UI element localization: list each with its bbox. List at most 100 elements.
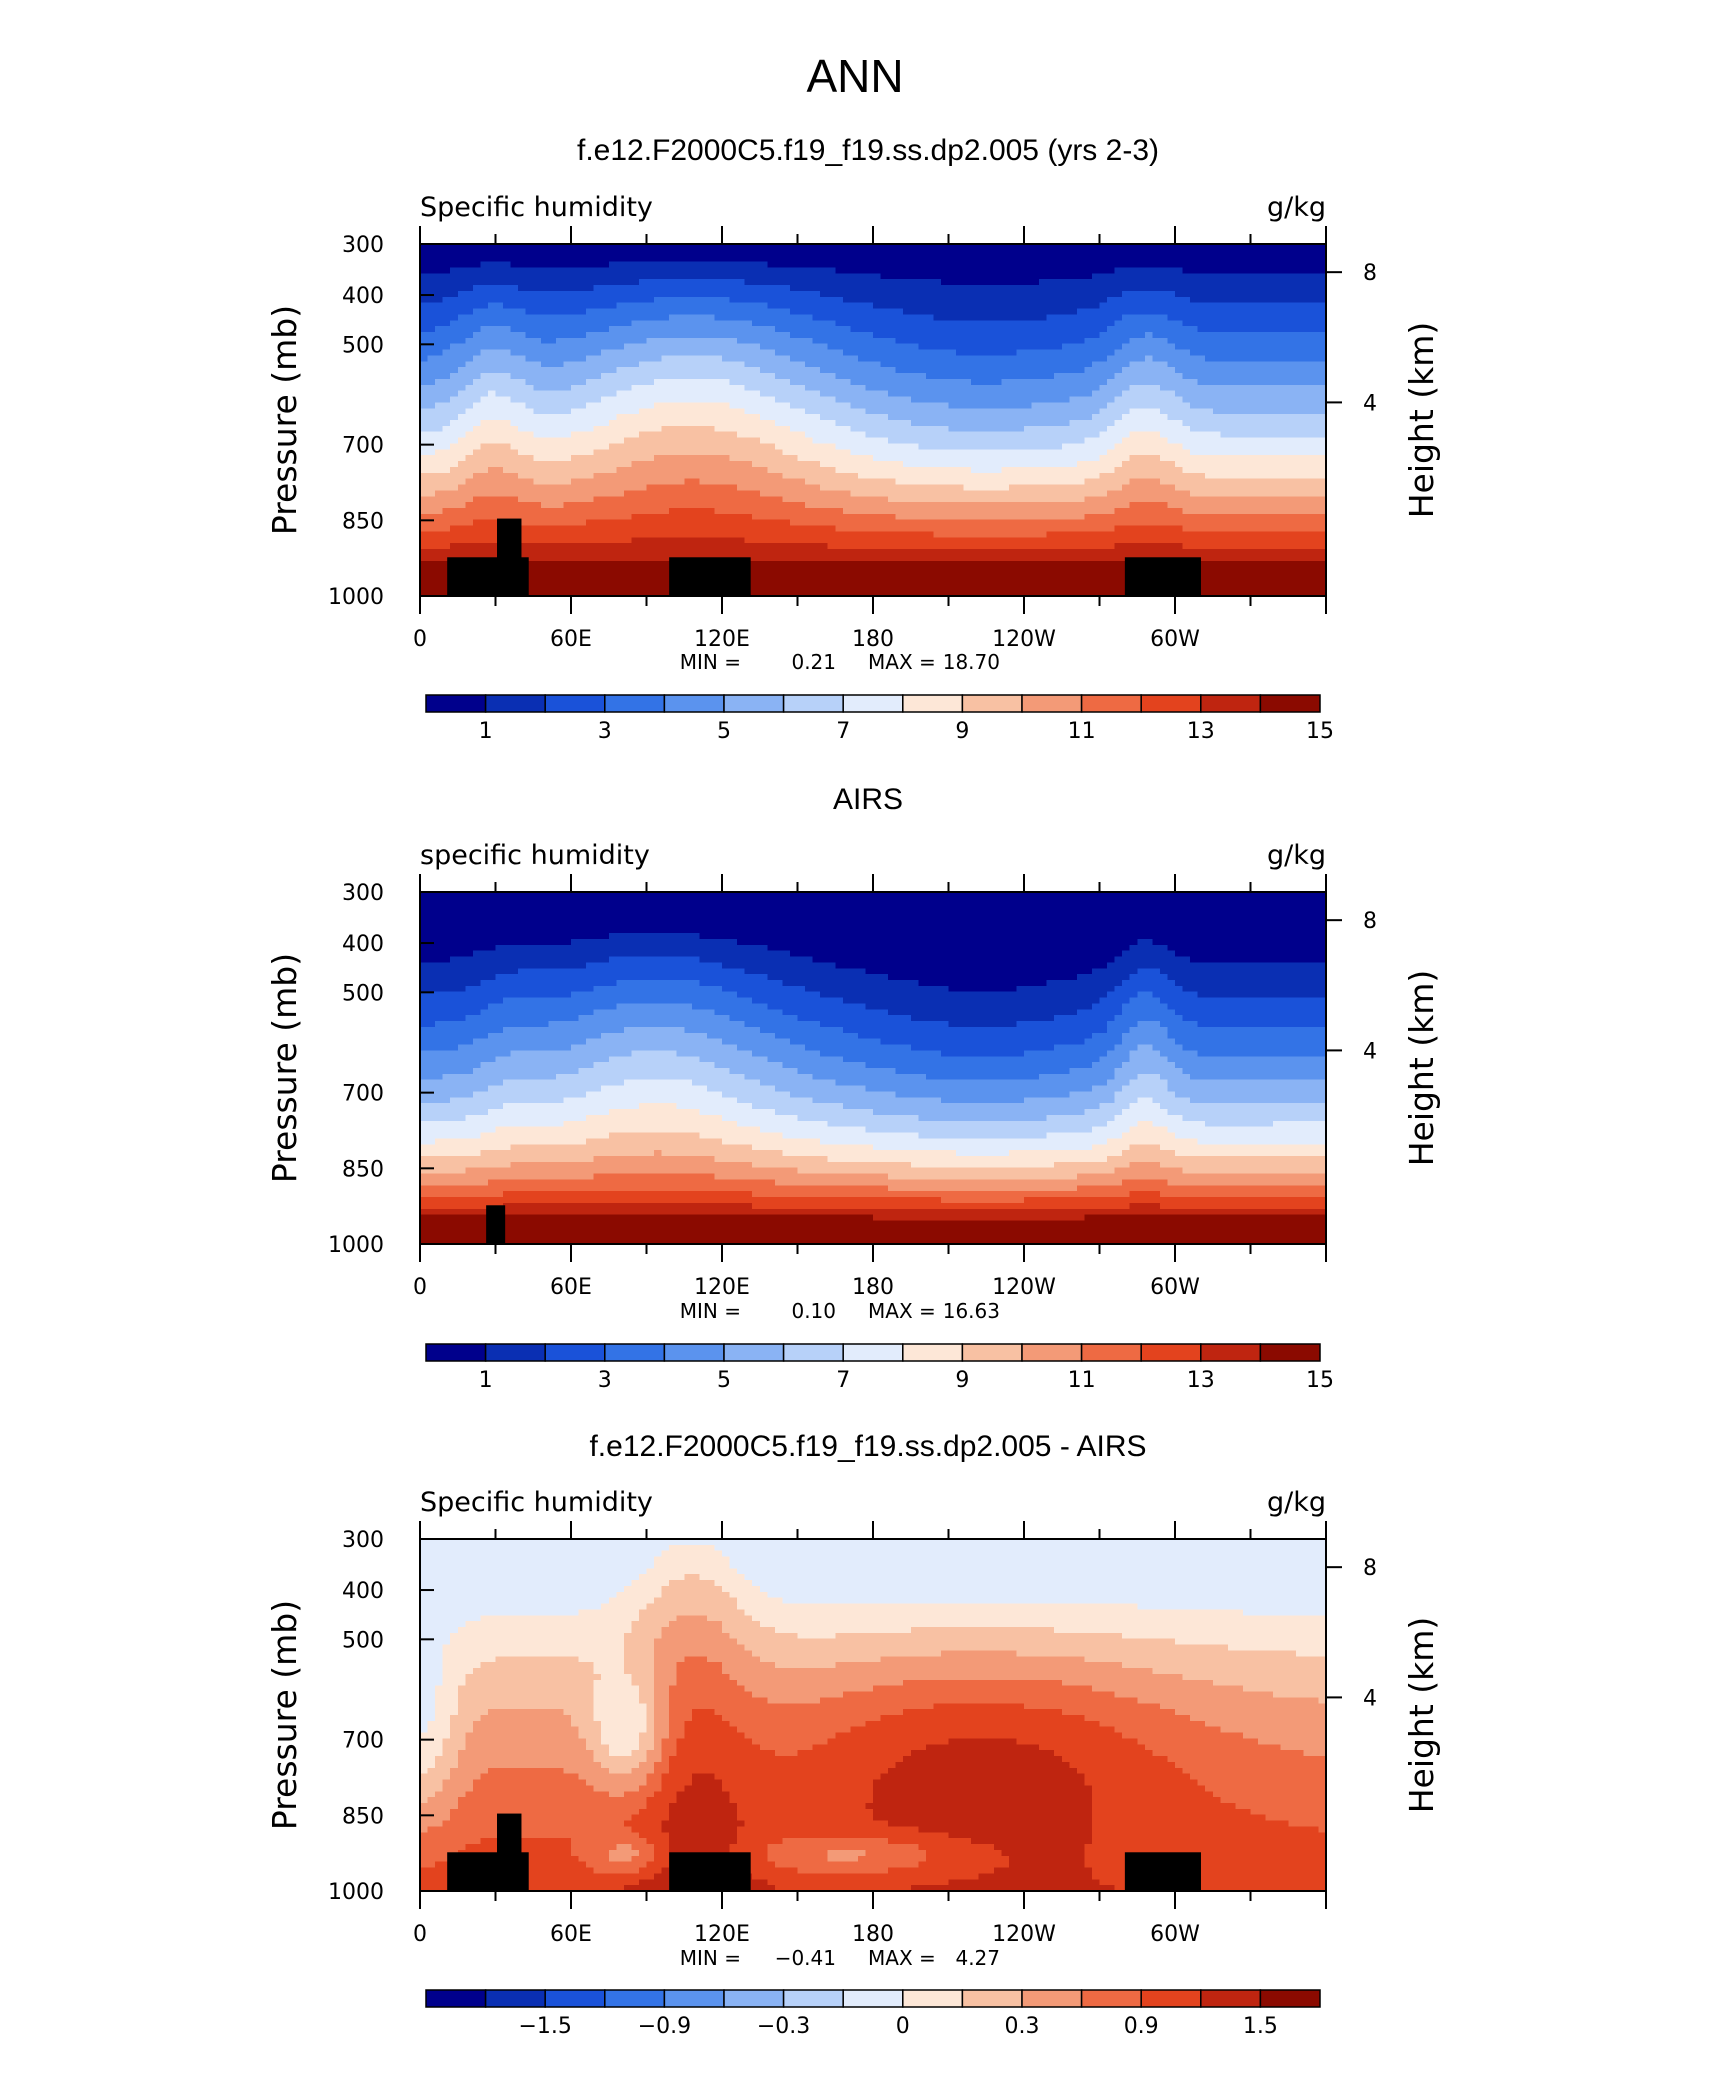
colorbar-swatch <box>1200 1989 1262 2008</box>
colorbar-label: 7 <box>836 1368 850 1393</box>
colorbar-swatch <box>842 1989 904 2008</box>
max-value: 18.70 <box>943 650 1000 674</box>
variable-label: Specific humidity <box>420 1487 653 1518</box>
panel-title: AIRS <box>833 783 903 816</box>
colorbar-swatch <box>544 694 606 713</box>
colorbar-swatch <box>1200 694 1262 713</box>
x-tick-label: 60W <box>1150 1922 1200 1947</box>
colorbar-label: 3 <box>598 1368 612 1393</box>
y2-tick-label: 8 <box>1363 1556 1377 1581</box>
x-tick-label: 60E <box>550 627 592 652</box>
colorbar-swatch <box>842 694 904 713</box>
min-value: 0.10 <box>791 1299 836 1323</box>
colorbar-swatch <box>1021 1343 1083 1362</box>
y-tick-label: 850 <box>342 1157 384 1182</box>
y-tick-label: 700 <box>342 1082 384 1107</box>
colorbar-label: 5 <box>717 1368 731 1393</box>
colorbar-swatch <box>1021 694 1083 713</box>
colorbar-label: 1 <box>479 719 493 744</box>
y2-axis-title: Height (km) <box>1402 970 1441 1167</box>
y-tick-label: 300 <box>342 881 384 906</box>
colorbar-label: 1.5 <box>1243 2014 1278 2039</box>
panel-title: f.e12.F2000C5.f19_f19.ss.dp2.005 - AIRS <box>589 1430 1146 1463</box>
y-tick-label: 400 <box>342 1579 384 1604</box>
x-tick-label: 120E <box>694 627 750 652</box>
colorbar-swatch <box>604 1343 666 1362</box>
colorbar-label: −0.9 <box>638 2014 691 2039</box>
colorbar-label: 7 <box>836 719 850 744</box>
y-tick-label: 500 <box>342 333 384 358</box>
topography-mask <box>486 1205 506 1244</box>
colorbar-swatch <box>425 1989 487 2008</box>
y-axis-title: Pressure (mb) <box>265 305 304 535</box>
colorbar-swatch <box>604 1989 666 2008</box>
colorbar-swatch <box>1200 1343 1262 1362</box>
colorbar-swatch <box>723 1989 785 2008</box>
y-tick-label: 500 <box>342 981 384 1006</box>
max-label: MAX = <box>868 1946 936 1970</box>
colorbar-label: 9 <box>955 1368 969 1393</box>
colorbar-swatch <box>902 694 964 713</box>
y-tick-label: 1000 <box>328 1233 384 1258</box>
panel-1: f.e12.F2000C5.f19_f19.ss.dp2.005 (yrs 2-… <box>265 134 1441 744</box>
max-value: 4.27 <box>955 1946 1000 1970</box>
colorbar-swatch <box>961 694 1023 713</box>
max-label: MAX = <box>868 1299 936 1323</box>
y-tick-label: 400 <box>342 932 384 957</box>
x-tick-label: 180 <box>852 1922 894 1947</box>
x-tick-label: 60E <box>550 1922 592 1947</box>
colorbar-label: 0.3 <box>1005 2014 1040 2039</box>
colorbar-swatch <box>663 1343 725 1362</box>
y-tick-label: 1000 <box>328 585 384 610</box>
variable-label: Specific humidity <box>420 192 653 223</box>
colorbar-swatch <box>1259 1343 1321 1362</box>
y2-tick-label: 4 <box>1363 1039 1377 1064</box>
y2-axis-title: Height (km) <box>1402 322 1441 519</box>
max-value: 16.63 <box>943 1299 1000 1323</box>
units-label: g/kg <box>1267 1487 1326 1518</box>
colorbar-label: 3 <box>598 719 612 744</box>
x-tick-label: 120E <box>694 1922 750 1947</box>
colorbar-swatch <box>723 1343 785 1362</box>
colorbar-swatch <box>782 694 844 713</box>
contour-field <box>420 244 1327 597</box>
topography-mask <box>497 1813 522 1891</box>
y2-tick-label: 4 <box>1363 391 1377 416</box>
colorbar-swatch <box>1080 1343 1142 1362</box>
colorbar-swatch <box>484 694 546 713</box>
colorbar-swatch <box>663 694 725 713</box>
colorbar-swatch <box>1140 1989 1202 2008</box>
colorbar-swatch <box>663 1989 725 2008</box>
x-tick-label: 180 <box>852 627 894 652</box>
colorbar-label: 11 <box>1068 1368 1096 1393</box>
x-tick-label: 60W <box>1150 1275 1200 1300</box>
max-label: MAX = <box>868 650 936 674</box>
colorbar-label: 9 <box>955 719 969 744</box>
x-tick-label: 0 <box>413 627 427 652</box>
x-tick-label: 0 <box>413 1275 427 1300</box>
y-tick-label: 850 <box>342 1804 384 1829</box>
colorbar-label: 15 <box>1306 1368 1334 1393</box>
colorbar-swatch <box>961 1989 1023 2008</box>
colorbar-swatch <box>902 1989 964 2008</box>
colorbar-label: 13 <box>1187 719 1215 744</box>
colorbar-label: 0 <box>896 2014 910 2039</box>
topography-mask <box>1124 557 1201 596</box>
y-axis-title: Pressure (mb) <box>265 1600 304 1830</box>
y2-axis-title: Height (km) <box>1402 1617 1441 1814</box>
variable-label: specific humidity <box>420 840 650 871</box>
min-value: 0.21 <box>791 650 836 674</box>
y-tick-label: 300 <box>342 1528 384 1553</box>
colorbar-swatch <box>842 1343 904 1362</box>
topography-mask <box>669 1852 751 1891</box>
panel-title: f.e12.F2000C5.f19_f19.ss.dp2.005 (yrs 2-… <box>577 134 1159 167</box>
colorbar-label: 15 <box>1306 719 1334 744</box>
topography-mask <box>497 518 522 596</box>
colorbar-swatch <box>1021 1989 1083 2008</box>
panel-2: AIRS specific humidity g/kg 0 60E 120E 180 120W… <box>265 783 1441 1393</box>
units-label: g/kg <box>1267 192 1326 223</box>
y-tick-label: 400 <box>342 284 384 309</box>
colorbar-swatch <box>782 1343 844 1362</box>
topography-mask <box>1124 1852 1201 1891</box>
